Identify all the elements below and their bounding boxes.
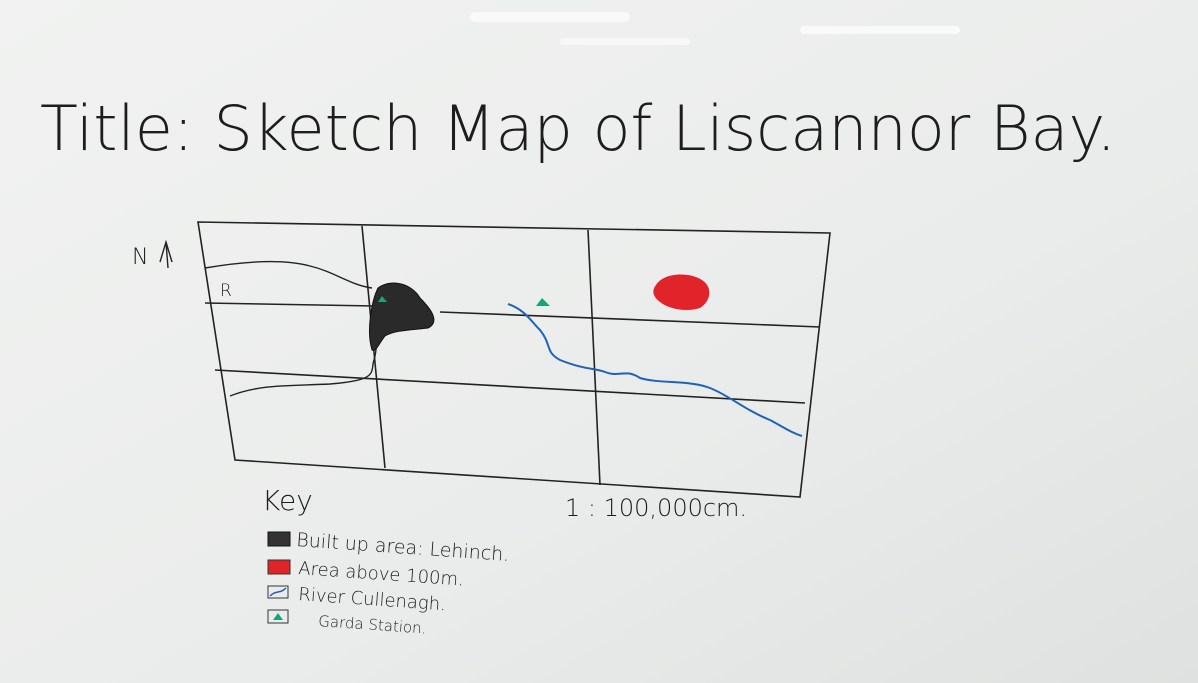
page: Title: Sketch Map of Liscannor Bay. N R …	[0, 0, 1198, 683]
glare	[470, 12, 630, 22]
scale: 1 : 100,000cm.	[565, 494, 747, 522]
north-label: N	[132, 245, 148, 270]
whiteboard-photo: Title: Sketch Map of Liscannor Bay. N R …	[0, 0, 1198, 683]
key-icon	[268, 560, 290, 574]
title: Title: Sketch Map of Liscannor Bay.	[40, 92, 1116, 165]
glare	[560, 38, 690, 45]
key-icon	[268, 532, 290, 546]
grid-label: R	[220, 281, 232, 301]
glare	[800, 26, 960, 34]
key-heading: Key	[262, 484, 313, 517]
